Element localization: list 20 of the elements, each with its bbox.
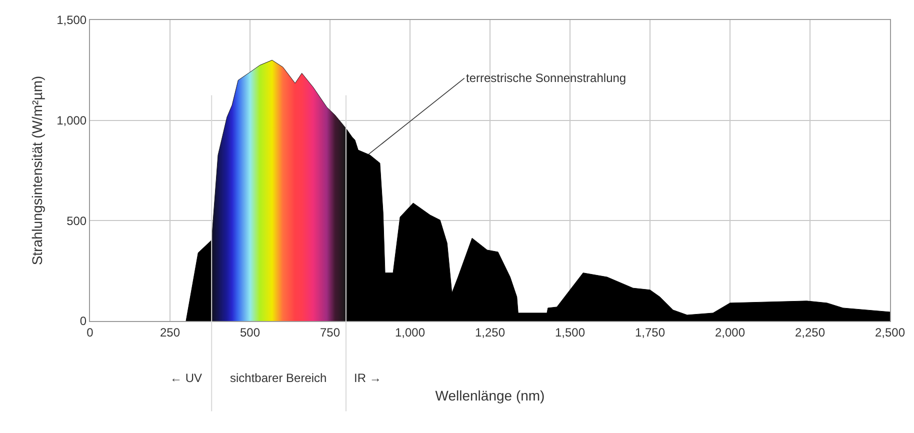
x-tick-label: 1,500 — [554, 325, 586, 340]
x-tick-label: 2,500 — [874, 325, 906, 340]
x-tick-label: 2,000 — [714, 325, 746, 340]
x-tick-label: 1,750 — [634, 325, 666, 340]
text: ← UV — [170, 371, 202, 385]
x-tick-label: 750 — [320, 325, 340, 340]
y-tick-label: 0 — [80, 314, 87, 328]
x-tick-label: 2,250 — [794, 325, 826, 340]
y-tick-label: 1,500 — [56, 13, 87, 28]
x-axis-title: Wellenlänge (nm) — [435, 388, 545, 404]
x-tick-label: 250 — [160, 325, 180, 340]
text: IR → — [354, 371, 382, 385]
x-tick-label: 1,000 — [394, 325, 426, 340]
text: sichtbarer Bereich — [230, 371, 327, 385]
y-tick-label: 1,000 — [56, 114, 87, 128]
y-axis-title: Strahlungsintensität (W/m²µm) — [29, 76, 46, 266]
x-tick-label: 500 — [240, 325, 260, 340]
x-tick-label: 1,250 — [474, 325, 506, 340]
annotation: terrestrische Sonnenstrahlung — [466, 71, 626, 85]
y-tick-label: 500 — [66, 214, 87, 228]
